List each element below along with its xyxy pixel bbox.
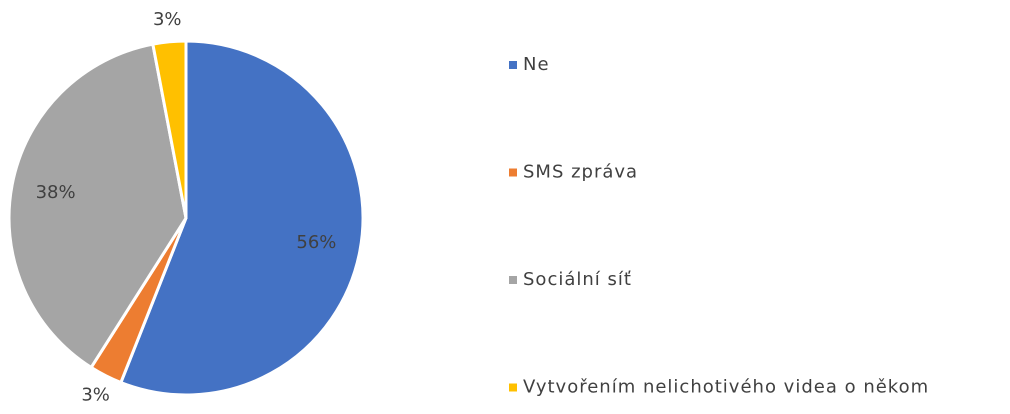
legend-swatch xyxy=(509,276,517,284)
data-label: 3% xyxy=(81,384,110,405)
legend-label: Ne xyxy=(523,54,550,75)
data-label: 56% xyxy=(296,232,336,253)
data-label: 38% xyxy=(36,182,76,203)
pie-slice xyxy=(118,39,365,397)
pie-slice xyxy=(7,42,188,370)
data-label: 3% xyxy=(153,9,182,30)
legend-swatch xyxy=(509,383,517,392)
pie-slice xyxy=(151,39,188,219)
legend-label: Sociální síť xyxy=(523,269,632,290)
legend-label: SMS zpráva xyxy=(523,162,638,183)
legend-swatch xyxy=(509,61,517,69)
legend-label: Vytvořením nelichotivého videa o někom xyxy=(523,377,929,398)
legend-swatch xyxy=(509,168,517,177)
